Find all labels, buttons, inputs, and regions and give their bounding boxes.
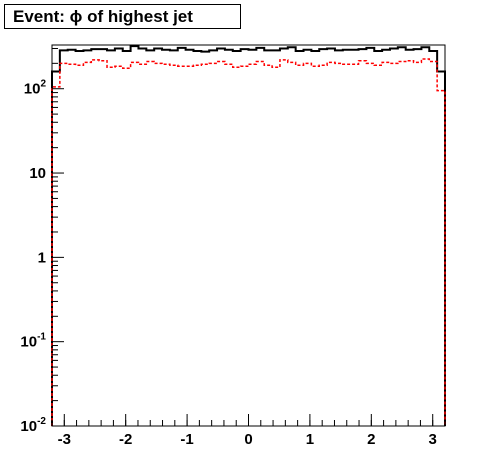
y-tick-label: 10-2: [20, 416, 46, 435]
y-tick-label: 1: [38, 249, 46, 266]
x-tick-label: 0: [244, 431, 252, 448]
y-tick-label: 102: [24, 79, 47, 98]
histogram-series-0: [51, 45, 446, 426]
y-tick-label: 10-1: [20, 332, 46, 351]
y-tick-label: 10: [29, 165, 46, 182]
chart-title: Event: ϕ of highest jet: [4, 4, 241, 29]
x-tick-label: -3: [58, 431, 71, 448]
x-tick-label: 1: [306, 431, 314, 448]
x-tick-label: -2: [119, 431, 132, 448]
x-tick-label: -1: [180, 431, 193, 448]
histogram-series-1: [51, 58, 446, 426]
x-tick-label: 2: [367, 431, 375, 448]
plot-frame: [51, 44, 446, 427]
y-axis: 10-2 10-1 1 10 102: [20, 47, 64, 435]
x-axis: -3 -2 -1 0 1 2 3: [51, 414, 446, 448]
x-tick-label: 3: [429, 431, 437, 448]
series-layer: [51, 45, 446, 426]
